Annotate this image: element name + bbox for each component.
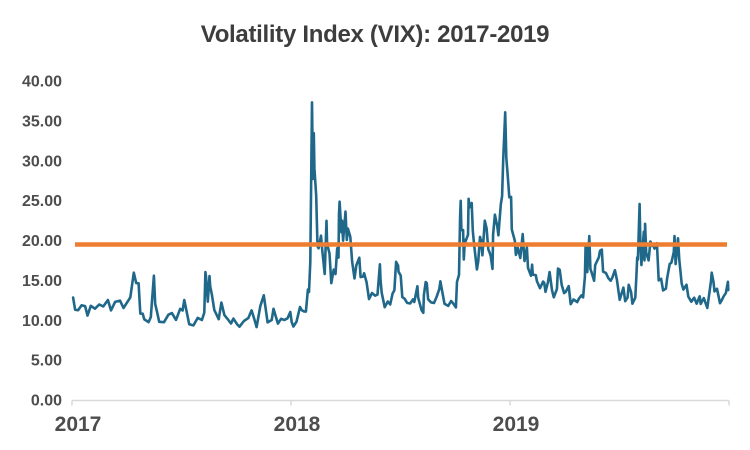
y-axis-tick-labels: 0.00 5.00 10.00 15.00 20.00 25.00 30.00 35.00 40… — [22, 74, 62, 410]
vix-series-line — [71, 101, 730, 329]
x-axis-year-label: 2017 — [55, 413, 102, 436]
y-axis-tick-label: 25.00 — [22, 193, 62, 210]
chart-title: Volatility Index (VIX): 2017-2019 — [201, 21, 549, 48]
y-axis-tick-label: 15.00 — [22, 273, 62, 290]
y-axis-tick-label: 0.00 — [31, 393, 62, 410]
y-axis-tick-label: 40.00 — [22, 74, 62, 91]
y-axis-tick-label: 5.00 — [31, 353, 62, 370]
series-lines — [71, 101, 730, 329]
x-axis-year-label: 2019 — [493, 413, 540, 436]
y-axis-tick-label: 30.00 — [22, 153, 62, 170]
x-axis-year-label: 2018 — [274, 413, 321, 436]
y-axis-tick-label: 10.00 — [22, 313, 62, 330]
x-axis: 2017 2018 2019 — [55, 399, 730, 436]
y-axis-tick-label: 35.00 — [22, 113, 62, 130]
y-axis-tick-label: 20.00 — [22, 233, 62, 250]
